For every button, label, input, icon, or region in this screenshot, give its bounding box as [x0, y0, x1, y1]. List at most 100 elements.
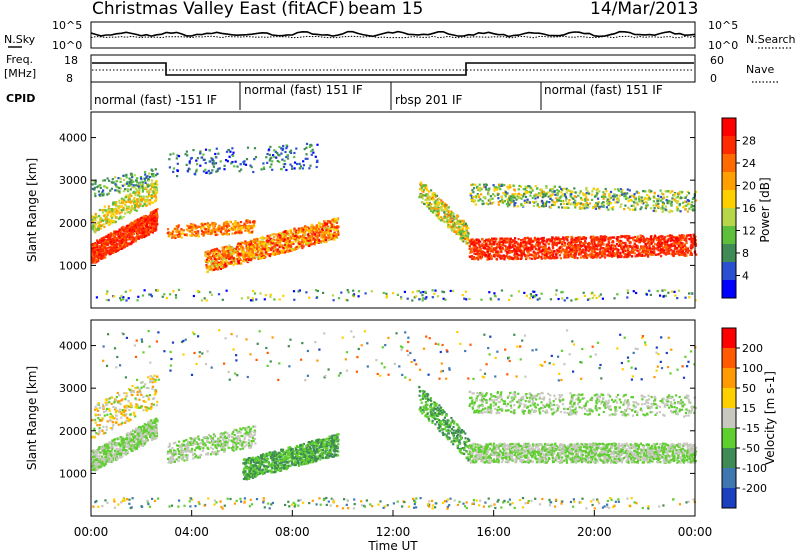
echo-cell [541, 253, 544, 256]
echo-cell [508, 255, 511, 258]
echo-cell [115, 180, 118, 183]
echo-cell [167, 235, 170, 238]
echo-cell [93, 217, 96, 220]
echo-cell [537, 241, 540, 244]
echo-cell [123, 238, 126, 241]
echo-cell [176, 162, 179, 165]
echo-cell [540, 257, 543, 260]
echo-cell [193, 172, 196, 175]
echo-cell [533, 237, 536, 240]
echo-cell [650, 247, 653, 250]
echo-cell [269, 166, 272, 169]
echo-cell [107, 212, 110, 215]
echo-cell [620, 239, 623, 243]
echo-cell [478, 243, 481, 246]
echo-cell [509, 242, 512, 245]
echo-cell [117, 205, 120, 208]
echo-cell [636, 245, 639, 248]
echo-cell [240, 230, 243, 233]
echo-cell [288, 240, 291, 243]
echo-cell [128, 234, 131, 237]
nsearch-tick-top: 10^5 [708, 19, 738, 32]
echo-cell [207, 260, 210, 263]
echo-cell [102, 223, 105, 226]
echo-cell [224, 261, 227, 264]
echo-cell [260, 252, 263, 255]
echo-cell [502, 242, 505, 245]
echo-cell [101, 246, 104, 249]
echo-cell [212, 260, 215, 263]
echo-cell [259, 254, 262, 257]
echo-cell [533, 239, 536, 242]
echo-cell [173, 234, 176, 237]
echo-cell [587, 242, 591, 245]
echo-cell [315, 165, 318, 169]
echo-cell [304, 227, 307, 230]
echo-cell [506, 250, 509, 253]
echo-cell [224, 229, 227, 233]
echo-cell [216, 169, 219, 172]
echo-cell [274, 150, 277, 153]
echo-cell [534, 244, 537, 247]
echo-cell [561, 248, 564, 251]
echo-cell [95, 246, 98, 249]
echo-cell [653, 247, 656, 250]
echo-cell [426, 205, 429, 208]
echo-cell [281, 158, 284, 161]
echo-cell [216, 233, 219, 236]
echo-cell [436, 198, 439, 201]
echo-cell [680, 248, 683, 251]
echo-cell [306, 157, 309, 160]
echo-cell [204, 223, 207, 226]
echo-cell [240, 245, 243, 248]
echo-cell [187, 225, 190, 228]
echo-cell [624, 243, 627, 246]
echo-cell [558, 238, 561, 241]
echo-cell [136, 221, 139, 224]
echo-cell [110, 181, 113, 184]
echo-cell [192, 149, 195, 152]
echo-cell [97, 190, 100, 193]
echo-cell [215, 254, 218, 258]
echo-cell [149, 213, 152, 217]
echo-cell [320, 233, 323, 236]
echo-cell [520, 245, 524, 248]
echo-cell [643, 245, 646, 248]
echo-cell [642, 241, 646, 244]
echo-cell [256, 248, 259, 251]
echo-cell [132, 202, 136, 205]
echo-cell [149, 230, 152, 233]
echo-cell [452, 223, 455, 227]
echo-cell [609, 238, 612, 241]
echo-cell [144, 171, 147, 174]
echo-cell [478, 245, 481, 249]
echo-cell [116, 189, 119, 192]
echo-cell [513, 239, 516, 242]
echo-cell [513, 256, 516, 259]
echo-cell [285, 147, 288, 150]
echo-cell [234, 160, 237, 163]
echo-cell [579, 253, 582, 256]
echo-cell [448, 223, 452, 226]
echo-cell [176, 228, 179, 231]
echo-cell [304, 225, 307, 228]
echo-cell [252, 246, 255, 249]
echo-cell [257, 247, 260, 250]
echo-cell [140, 176, 143, 179]
echo-cell [125, 176, 128, 179]
echo-cell [152, 190, 155, 193]
echo-cell [619, 251, 622, 254]
echo-cell [620, 245, 623, 248]
echo-cell [113, 237, 117, 240]
echo-cell [254, 156, 258, 159]
echo-cell [457, 225, 460, 228]
echo-cell [648, 242, 651, 245]
echo-cell [194, 224, 197, 227]
echo-cell [252, 254, 255, 257]
echo-cell [556, 248, 559, 252]
echo-cell [269, 242, 272, 245]
echo-cell [188, 162, 191, 165]
echo-cell [249, 164, 252, 167]
echo-cell [104, 186, 107, 189]
echo-cell [541, 237, 544, 240]
